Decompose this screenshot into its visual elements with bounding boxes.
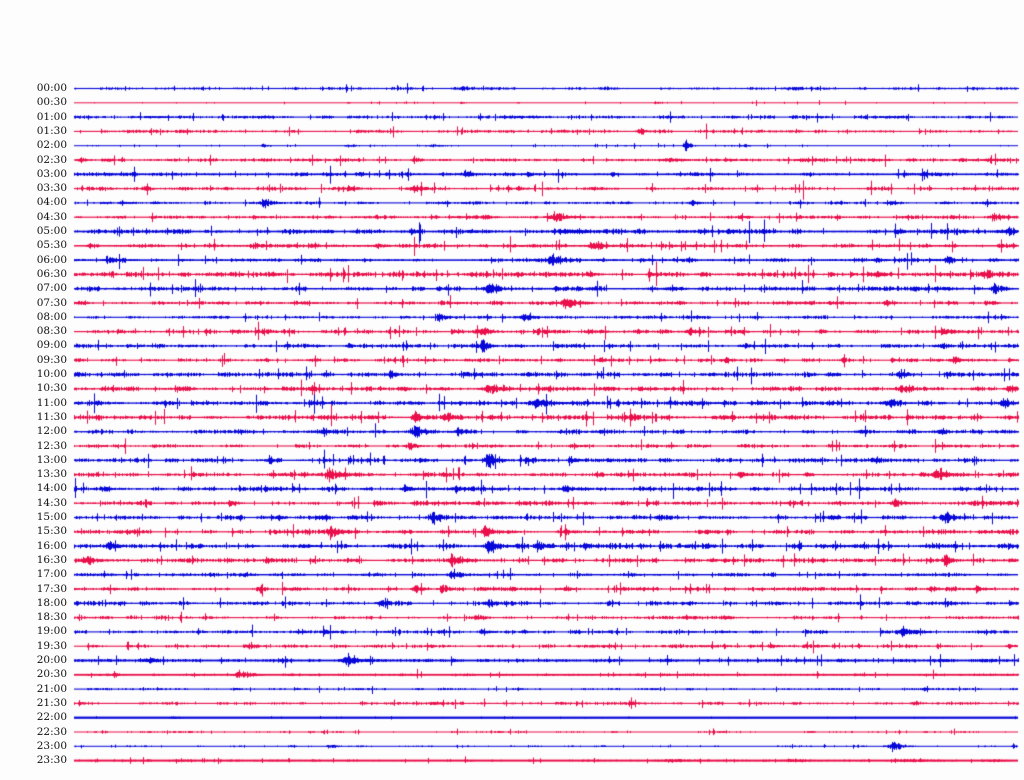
time-label: 03:30 <box>36 182 67 195</box>
time-label: 02:00 <box>36 139 67 152</box>
time-label: 07:30 <box>36 296 67 309</box>
time-label: 14:30 <box>36 496 67 509</box>
time-label: 11:00 <box>36 396 67 409</box>
time-label: 17:00 <box>36 568 67 581</box>
time-label: 05:30 <box>36 239 67 252</box>
time-label: 19:30 <box>36 639 67 652</box>
time-label: 04:00 <box>36 196 67 209</box>
time-label: 06:00 <box>36 253 67 266</box>
time-label: 00:30 <box>36 96 67 109</box>
time-label: 09:30 <box>36 353 67 366</box>
time-label: 08:30 <box>36 325 67 338</box>
time-label: 17:30 <box>36 582 67 595</box>
time-label: 11:30 <box>36 410 67 423</box>
time-label: 10:00 <box>36 368 67 380</box>
time-label: 04:30 <box>36 210 67 223</box>
time-label: 16:30 <box>36 553 67 566</box>
time-label: 07:00 <box>36 282 67 295</box>
time-label: 12:00 <box>36 425 67 438</box>
time-label: 21:00 <box>36 682 67 695</box>
time-label: 15:00 <box>36 511 67 523</box>
time-label: 08:00 <box>36 310 67 323</box>
time-label: 01:00 <box>36 110 67 123</box>
time-label: 22:30 <box>36 725 67 738</box>
time-label: 01:30 <box>36 124 67 137</box>
time-label: 21:30 <box>36 696 67 709</box>
time-label: 03:00 <box>36 167 67 180</box>
time-label: 19:00 <box>36 625 67 638</box>
time-label: 14:00 <box>36 482 67 495</box>
time-label: 23:30 <box>36 754 67 767</box>
time-label: 22:00 <box>36 711 67 724</box>
time-label: 12:30 <box>36 439 67 452</box>
time-label: 10:30 <box>36 382 67 395</box>
time-label: 13:30 <box>36 468 67 481</box>
time-label: 00:00 <box>36 82 67 94</box>
time-label: 05:00 <box>36 225 67 237</box>
time-label: 09:00 <box>36 339 67 352</box>
time-label: 20:00 <box>36 654 67 666</box>
time-label: 23:00 <box>36 739 67 752</box>
time-label: 20:30 <box>36 668 67 681</box>
time-label: 13:00 <box>36 453 67 466</box>
time-label: 06:30 <box>36 267 67 280</box>
time-label: 18:30 <box>36 611 67 624</box>
time-label: 18:00 <box>36 596 67 609</box>
time-label: 15:30 <box>36 525 67 538</box>
time-label: 16:00 <box>36 539 67 552</box>
time-label: 02:30 <box>36 153 67 166</box>
